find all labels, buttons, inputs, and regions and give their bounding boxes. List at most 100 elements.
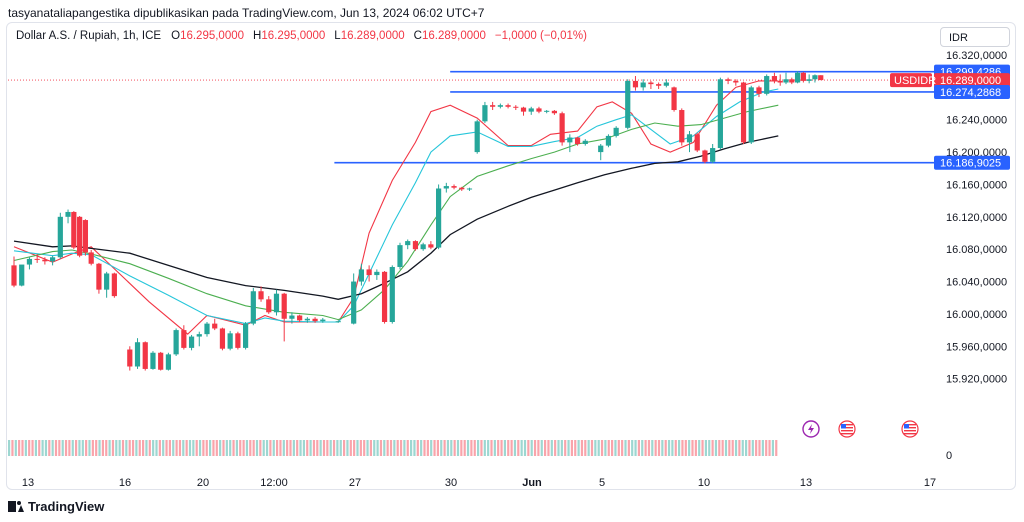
- candle-body: [505, 105, 511, 107]
- volume-bar: [75, 440, 78, 456]
- candle-body: [181, 330, 187, 348]
- candle-body: [818, 75, 824, 81]
- flag-stripe: [841, 430, 853, 432]
- volume-bar: [162, 440, 165, 456]
- candle-body: [235, 333, 241, 348]
- volume-bar: [423, 440, 426, 456]
- volume-bar: [249, 440, 252, 456]
- candle-body: [82, 220, 89, 253]
- flag-stripe: [904, 433, 916, 435]
- symbol-legend: Dollar A.S. / Rupiah, 1h, ICE O16.295,00…: [16, 30, 592, 42]
- volume-bar: [600, 440, 604, 456]
- volume-bar: [108, 440, 111, 456]
- volume-bar: [276, 440, 279, 456]
- candle-body: [748, 87, 754, 143]
- tradingview-logo: TradingView: [8, 499, 104, 514]
- candle-body: [474, 121, 480, 153]
- x-tick-label: 16: [119, 477, 131, 489]
- volume-bar: [135, 440, 138, 456]
- volume-bar: [353, 440, 356, 456]
- volume-bar: [279, 440, 282, 456]
- candle-body: [459, 187, 465, 190]
- candle-body: [320, 319, 326, 322]
- legend-symbol[interactable]: Dollar A.S. / Rupiah, 1h, ICE: [16, 30, 162, 42]
- volume-bar: [64, 440, 68, 456]
- volume-bar: [647, 440, 651, 456]
- volume-bar: [607, 440, 610, 456]
- volume-bar: [694, 440, 697, 456]
- candle-body: [528, 108, 534, 112]
- volume-bar: [31, 440, 34, 456]
- volume-bar: [101, 440, 104, 456]
- volume-bar: [661, 440, 664, 456]
- tradingview-logo-icon: [8, 501, 24, 512]
- volume-bar: [765, 440, 768, 456]
- volume-bar: [168, 440, 171, 456]
- x-tick-label: 13: [800, 477, 812, 489]
- volume-bar: [711, 440, 714, 456]
- candle-body: [219, 328, 226, 349]
- volume-bar: [296, 440, 299, 456]
- volume-bar: [111, 440, 115, 456]
- volume-bar: [142, 440, 145, 456]
- candle-body: [297, 315, 303, 321]
- volume-bar: [443, 440, 446, 456]
- candle-body: [482, 105, 488, 122]
- volume-bar: [319, 440, 322, 456]
- y-tick-label: 16.000,0000: [946, 309, 1007, 321]
- volume-bar: [567, 440, 570, 456]
- volume-bar: [487, 440, 490, 456]
- flag-canton: [904, 424, 909, 429]
- candle-body: [710, 148, 716, 162]
- candle-body: [679, 110, 685, 143]
- volume-bar: [718, 440, 721, 456]
- volume-bar: [574, 440, 577, 456]
- candle-body: [513, 106, 519, 108]
- volume-bar: [225, 440, 228, 456]
- symbol-tag: [890, 73, 932, 88]
- volume-bar: [309, 440, 312, 456]
- volume-bar: [148, 440, 151, 456]
- legend-close: C16.289,0000: [413, 30, 486, 42]
- volume-bar: [473, 440, 476, 456]
- candle-body: [142, 342, 148, 369]
- volume-bar: [544, 440, 547, 456]
- volume-bar: [85, 440, 88, 456]
- volume-bar: [172, 440, 175, 456]
- candle-body: [250, 291, 256, 324]
- volume-bar: [738, 440, 741, 456]
- volume-bar: [38, 440, 41, 456]
- flag-stripe: [841, 433, 853, 435]
- candle-body: [281, 293, 287, 319]
- volume-bar: [28, 440, 31, 456]
- volume-bar: [58, 440, 61, 456]
- candle-body: [304, 318, 310, 321]
- volume-bar: [195, 440, 198, 456]
- candle-body: [567, 137, 573, 143]
- volume-bar: [88, 440, 91, 456]
- volume-bar: [272, 440, 275, 456]
- legend-low: L16.289,0000: [334, 30, 405, 42]
- candle-body: [648, 82, 654, 85]
- volume-bar: [54, 440, 58, 456]
- currency-selector[interactable]: IDR: [940, 27, 1010, 47]
- volume-bar: [212, 440, 215, 456]
- volume-bar: [641, 440, 644, 456]
- volume-bar: [550, 440, 553, 456]
- candle-body: [800, 72, 806, 81]
- volume-bar: [460, 440, 463, 456]
- candle-body: [65, 211, 71, 217]
- volume-bar: [393, 440, 396, 456]
- volume-bar: [24, 440, 27, 456]
- volume-bar: [78, 440, 81, 456]
- volume-bar: [339, 440, 342, 456]
- candle-body: [158, 352, 164, 370]
- volume-bar: [239, 440, 242, 456]
- volume-bar: [758, 440, 761, 456]
- x-tick-label: 27: [349, 477, 361, 489]
- candle-body: [96, 263, 102, 290]
- candle-body: [312, 318, 318, 322]
- volume-bar: [14, 440, 17, 456]
- volume-bar: [198, 440, 202, 456]
